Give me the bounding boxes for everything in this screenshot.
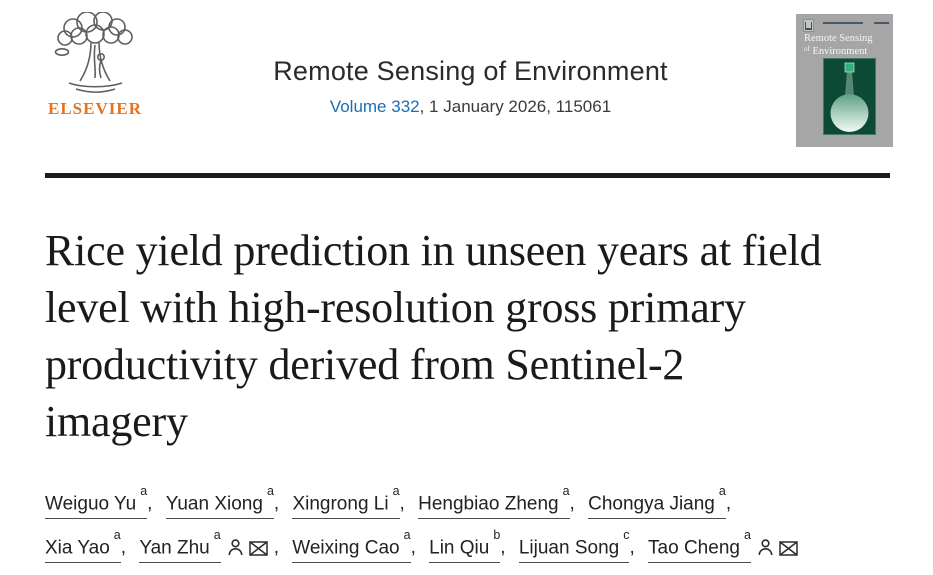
- cover-microtext: [874, 22, 889, 24]
- author: Chongya Jianga,: [588, 484, 739, 519]
- cover-microtext: [823, 22, 863, 24]
- envelope-icon[interactable]: [248, 541, 268, 556]
- article-head: Rice yield prediction in unseen years at…: [0, 222, 933, 570]
- author-link[interactable]: Weiguo Yua: [45, 484, 148, 519]
- elsevier-wordmark: ELSEVIER: [48, 99, 142, 118]
- author-link[interactable]: Yuan Xionga: [165, 484, 274, 519]
- journal-banner: ELSEVIER Remote Sensing of Environment V…: [0, 0, 933, 147]
- author-link[interactable]: Hengbiao Zhenga: [418, 484, 570, 519]
- elsevier-tree-icon: [49, 12, 141, 96]
- header-divider: [45, 173, 890, 178]
- journal-title-link[interactable]: Remote Sensing of Environment: [273, 56, 668, 86]
- cover-elsevier-mini-logo: [803, 19, 814, 32]
- cover-artwork: [823, 58, 876, 135]
- author-link[interactable]: Xia Yaoa: [45, 528, 121, 563]
- author-link[interactable]: Xingrong Lia: [292, 484, 400, 519]
- cover-journal-name: Remote Sensing of Environment: [804, 33, 873, 57]
- author: Yan Zhua,: [139, 528, 287, 563]
- author: Weixing Caoa,: [292, 528, 424, 563]
- author-list: Weiguo Yua, Yuan Xionga, Xingrong Lia, H…: [45, 482, 888, 570]
- author: Xia Yaoa,: [45, 528, 134, 563]
- author-link[interactable]: Chongya Jianga: [588, 484, 726, 519]
- author: Lijuan Songc,: [518, 528, 643, 563]
- journal-cover-thumbnail[interactable]: Remote Sensing of Environment: [796, 14, 893, 147]
- author: Lin Qiub,: [429, 528, 513, 563]
- author-link[interactable]: Tao Chenga: [648, 528, 751, 563]
- author-link[interactable]: Weixing Caoa: [292, 528, 411, 563]
- volume-link[interactable]: Volume 332: [329, 97, 420, 116]
- issue-date-article-number: , 1 January 2026, 115061: [419, 97, 612, 116]
- person-icon[interactable]: [758, 539, 773, 556]
- article-title: Rice yield prediction in unseen years at…: [45, 226, 822, 446]
- issue-meta: Volume 332, 1 January 2026, 115061: [145, 97, 796, 117]
- author: Weiguo Yua,: [45, 484, 160, 519]
- author-link[interactable]: Lin Qiub: [429, 528, 501, 563]
- author-link[interactable]: Lijuan Songc: [518, 528, 630, 563]
- author: Tao Chenga: [648, 528, 812, 563]
- elsevier-logo[interactable]: ELSEVIER: [45, 12, 145, 119]
- author-link[interactable]: Yan Zhua: [139, 528, 221, 563]
- journal-info: Remote Sensing of Environment Volume 332…: [145, 12, 796, 117]
- author: Hengbiao Zhenga,: [418, 484, 583, 519]
- person-icon[interactable]: [228, 539, 243, 556]
- author: Xingrong Lia,: [292, 484, 412, 519]
- author: Yuan Xionga,: [165, 484, 287, 519]
- envelope-icon[interactable]: [779, 541, 798, 556]
